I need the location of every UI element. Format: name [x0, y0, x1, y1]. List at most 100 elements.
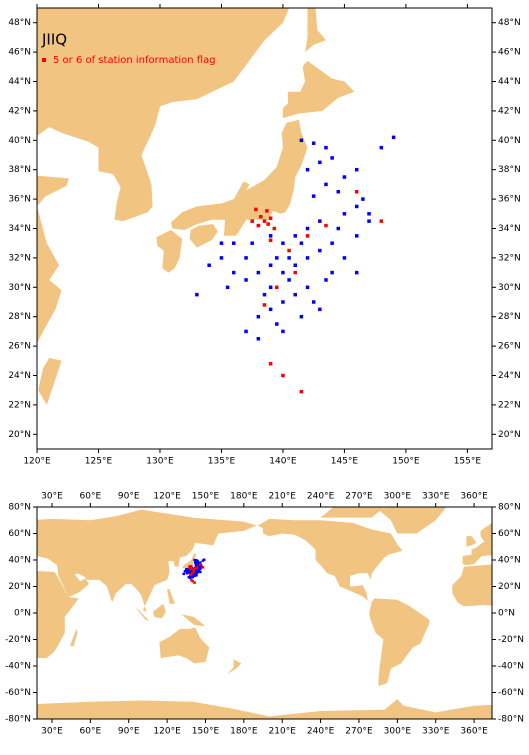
y-tick-label: 32°N: [8, 253, 31, 263]
x-tick-label: 145°E: [331, 457, 359, 467]
y-tick-label: 26°N: [8, 342, 31, 352]
station-point: [379, 219, 384, 223]
y-tick-label: -40°N: [498, 662, 524, 672]
x-tick-label: 210°E: [269, 492, 297, 502]
station-point: [256, 337, 261, 341]
station-point: [336, 226, 341, 231]
station-point: [191, 579, 194, 583]
station-point: [299, 389, 304, 394]
land: [257, 518, 403, 603]
station-point: [324, 182, 328, 187]
x-tick-label: 120°E: [153, 492, 181, 502]
station-point: [244, 278, 248, 282]
land: [167, 589, 175, 604]
station-point: [318, 307, 322, 312]
station-point: [305, 234, 310, 238]
y-tick-label: 22°N: [498, 400, 521, 410]
station-point: [187, 571, 191, 574]
x-tick-label: 60°E: [80, 727, 102, 737]
station-point: [268, 238, 273, 243]
y-tick-label: -60°N: [498, 688, 524, 698]
x-tick-label: 240°E: [307, 492, 335, 502]
station-point: [272, 226, 277, 231]
y-tick-label: 28°N: [498, 312, 521, 322]
station-point: [232, 270, 236, 275]
station-point: [199, 570, 202, 574]
station-point: [196, 560, 200, 563]
station-point: [367, 212, 371, 216]
station-point: [225, 285, 230, 290]
station-point: [199, 563, 202, 566]
x-tick-label: 270°E: [345, 492, 373, 502]
station-point: [197, 565, 201, 568]
y-tick-label: 0°N: [14, 609, 31, 619]
y-tick-label: -80°N: [498, 715, 524, 725]
y-tick-label: 46°N: [498, 48, 521, 58]
land: [135, 606, 150, 621]
station-point: [185, 569, 188, 572]
land: [320, 507, 385, 518]
station-point: [275, 256, 279, 260]
station-point: [311, 141, 316, 145]
y-tick-label: 20°N: [498, 582, 521, 592]
station-point: [275, 285, 279, 290]
station-point: [259, 214, 263, 219]
station-point: [293, 263, 297, 267]
station-point: [342, 175, 347, 179]
x-tick-label: 360°E: [460, 727, 488, 737]
land: [38, 357, 62, 405]
x-tick-label: 145°E: [331, 0, 359, 3]
y-tick-label: 26°N: [498, 342, 521, 352]
station-point: [354, 167, 359, 172]
y-tick-label: 44°N: [498, 77, 521, 87]
y-tick-label: 38°N: [498, 165, 521, 175]
station-point: [281, 300, 285, 304]
station-point: [287, 248, 291, 253]
x-tick-label: 30°E: [41, 492, 63, 502]
x-tick-label: 360°E: [460, 492, 488, 502]
y-tick-label: 24°N: [498, 371, 521, 381]
y-tick-label: -20°N: [498, 635, 524, 645]
land: [159, 627, 210, 664]
station-point: [197, 569, 201, 572]
station-point: [188, 568, 191, 571]
station-point: [324, 145, 328, 150]
x-tick-label: 150°E: [192, 727, 220, 737]
station-point: [182, 572, 185, 576]
station-point: [219, 241, 224, 245]
station-point: [367, 219, 371, 223]
station-point: [195, 562, 199, 566]
station-point: [268, 234, 273, 238]
station-point: [305, 226, 310, 231]
station-point: [197, 562, 201, 565]
station-point: [193, 569, 197, 572]
station-point: [190, 569, 194, 572]
land: [37, 699, 492, 719]
y-tick-label: 48°N: [498, 18, 521, 28]
land: [37, 8, 290, 222]
y-tick-label: 60°N: [8, 529, 31, 539]
x-tick-label: 180°E: [230, 492, 258, 502]
station-point: [193, 572, 197, 575]
x-tick-label: 330°E: [422, 727, 450, 737]
station-point: [187, 569, 191, 572]
legend-label: 5 or 6 of station information flag: [53, 55, 216, 66]
legend-swatch: [42, 58, 46, 62]
station-point: [191, 575, 194, 579]
station-point: [192, 568, 195, 572]
station-point: [194, 559, 198, 562]
land: [156, 230, 183, 273]
land: [305, 8, 326, 53]
station-point: [183, 570, 187, 573]
y-tick-label: -60°N: [5, 688, 31, 698]
station-point: [318, 160, 322, 165]
x-tick-label: 270°E: [345, 727, 373, 737]
station-point: [194, 563, 198, 567]
y-tick-label: 30°N: [8, 283, 31, 293]
land: [181, 614, 206, 627]
x-tick-label: 30°E: [41, 727, 63, 737]
station-point: [342, 256, 347, 260]
station-point: [193, 581, 196, 584]
y-tick-label: 32°N: [498, 253, 521, 263]
